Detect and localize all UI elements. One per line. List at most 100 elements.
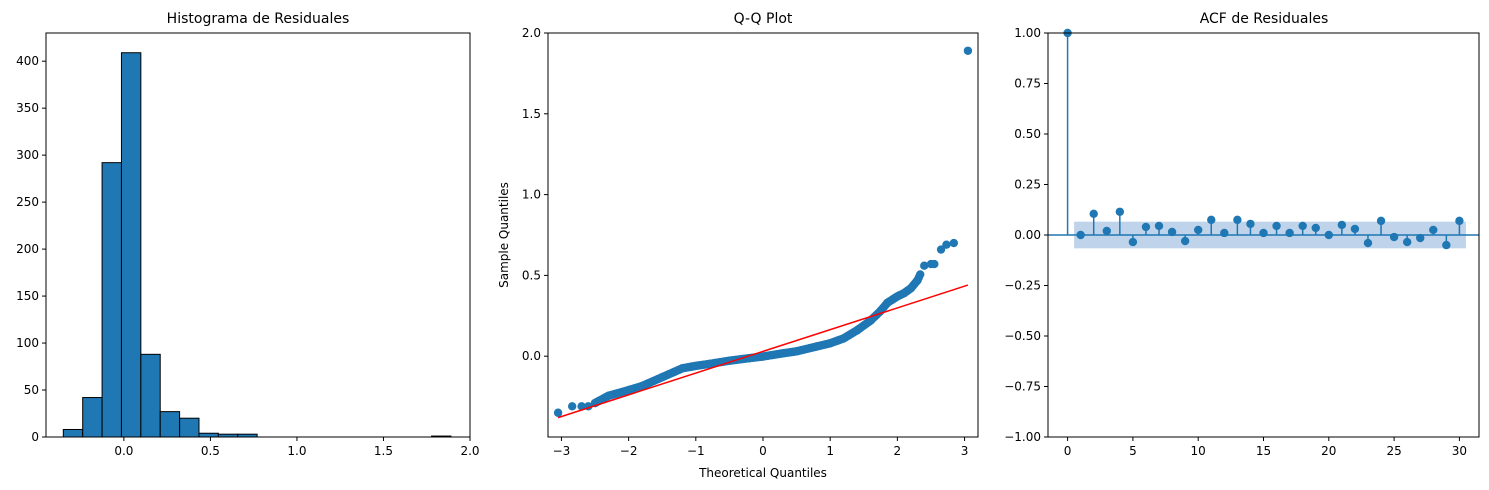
acf-xtick-label: 30 — [1452, 444, 1467, 458]
qq-point — [839, 334, 848, 343]
acf-marker — [1154, 221, 1164, 231]
qq-point — [691, 361, 701, 371]
histogram-ytick-label: 200 — [16, 242, 39, 256]
qq-ytick-label: 0.0 — [522, 349, 541, 363]
histogram-bar — [159, 411, 181, 438]
histogram-bar — [82, 397, 103, 438]
acf-marker — [1337, 220, 1347, 230]
histogram-panel: Histograma de Residuales 0.0 0.5 1.0 1.5 2.0… — [16, 11, 479, 458]
qq-point — [963, 46, 973, 55]
acf-marker — [1246, 219, 1255, 229]
qq-xtick-label: 1 — [826, 444, 834, 458]
qq-xtick-label: −1 — [687, 444, 705, 458]
qq-xtick-label: −2 — [620, 444, 638, 458]
histogram-bar — [62, 428, 84, 438]
qq-point — [913, 276, 922, 285]
acf-panel: ACF de Residuales 0 5 10 15 20 25 30 −1.00 −0.75… — [1004, 11, 1480, 458]
acf-marker — [1259, 228, 1268, 238]
acf-marker — [1324, 230, 1334, 240]
acf-marker — [1076, 230, 1085, 240]
acf-frame — [1047, 32, 1480, 438]
acf-marks — [1048, 28, 1479, 250]
histogram-bar — [198, 432, 219, 438]
acf-marker — [1350, 224, 1360, 234]
histogram-ytick-label: 300 — [16, 148, 39, 162]
acf-ytick-label: −0.25 — [1004, 279, 1041, 293]
qq-point — [624, 385, 633, 395]
histogram-ytick-label: 400 — [16, 54, 39, 68]
qq-point — [893, 292, 902, 301]
histogram-xtick-label: 2.0 — [460, 444, 479, 458]
qq-point — [678, 364, 687, 373]
qq-point — [883, 298, 892, 308]
qq-point — [899, 288, 909, 298]
acf-marker — [1311, 223, 1320, 233]
qq-xtick-label: 0 — [759, 444, 767, 458]
qq-ylabel: Sample Quantiles — [497, 182, 511, 288]
acf-ytick-label: 0.75 — [1014, 77, 1041, 91]
qq-point — [553, 408, 563, 417]
acf-marker — [1167, 227, 1177, 237]
histogram-title: Histograma de Residuales — [167, 11, 350, 27]
acf-marker — [1220, 228, 1229, 238]
acf-marker — [1429, 225, 1438, 235]
acf-axes: 0 5 10 15 20 25 30 −1.00 −0.75 −0.50 −0.25 0.00 0.25… — [1004, 26, 1467, 458]
histogram-xtick-label: 1.5 — [374, 444, 393, 458]
qq-point — [577, 402, 586, 411]
histogram-axes: 0.0 0.5 1.0 1.5 2.0 0 50 100 150 200 250 300 350 400 — [16, 54, 479, 458]
histogram-bar — [140, 353, 161, 438]
acf-ytick-label: −0.75 — [1004, 380, 1041, 394]
histogram-ytick-label: 0 — [31, 430, 39, 444]
histogram-ytick-label: 350 — [16, 101, 39, 115]
qq-ytick-label: 1.5 — [522, 107, 541, 121]
qq-point — [658, 373, 667, 382]
histogram-frame — [45, 32, 471, 438]
qq-axes: −3 −2 −1 0 1 2 3 0.0 0.5 1.0 1.5 2.0 — [522, 26, 968, 458]
qq-point — [920, 261, 929, 270]
qq-point — [637, 381, 647, 391]
acf-marker — [1089, 209, 1098, 218]
qq-point — [567, 402, 577, 411]
qq-xlabel: Theoretical Quantiles — [698, 466, 827, 480]
histogram-ytick-label: 50 — [24, 383, 39, 397]
qq-point — [906, 284, 916, 293]
histogram-ytick-label: 100 — [16, 336, 39, 350]
acf-ytick-label: −1.00 — [1004, 430, 1041, 444]
histogram-ytick-label: 150 — [16, 289, 39, 303]
histogram-bar — [101, 162, 122, 438]
qq-frame — [547, 32, 979, 438]
qq-xtick-label: 2 — [894, 444, 902, 458]
acf-marker — [1402, 237, 1412, 247]
qq-point — [705, 359, 714, 369]
qq-point — [758, 352, 768, 361]
qq-point — [812, 342, 821, 351]
acf-marker — [1115, 207, 1125, 216]
qq-point — [949, 238, 959, 248]
qq-point — [778, 349, 788, 358]
qq-xtick-label: 3 — [961, 444, 969, 458]
qq-point — [930, 259, 939, 269]
qq-ytick-label: 0.5 — [522, 268, 541, 282]
histogram-xtick-label: 0.5 — [201, 444, 220, 458]
acf-marker — [1272, 221, 1281, 231]
acf-marker — [1416, 233, 1425, 243]
acf-marker — [1285, 228, 1294, 238]
qq-point — [604, 391, 613, 400]
acf-title: ACF de Residuales — [1200, 11, 1329, 27]
qq-point — [852, 326, 862, 335]
acf-xtick-label: 5 — [1129, 444, 1137, 458]
acf-marker — [1389, 232, 1399, 242]
acf-marker — [1141, 222, 1151, 232]
histogram-xtick-label: 0.0 — [114, 444, 133, 458]
acf-ytick-label: −0.50 — [1004, 329, 1041, 343]
qq-xtick-label: −3 — [553, 444, 571, 458]
acf-ytick-label: 0.25 — [1014, 178, 1041, 192]
histogram-xtick-label: 1.0 — [287, 444, 306, 458]
histogram-bar — [120, 52, 142, 438]
acf-marker — [1233, 215, 1242, 225]
qq-ytick-label: 2.0 — [522, 26, 541, 40]
acf-marker — [1193, 225, 1203, 235]
acf-marker — [1363, 238, 1373, 248]
qq-marks — [553, 46, 973, 419]
